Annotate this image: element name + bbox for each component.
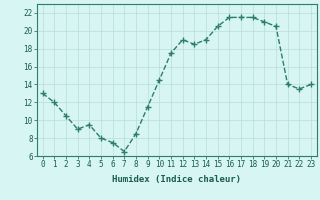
X-axis label: Humidex (Indice chaleur): Humidex (Indice chaleur)	[112, 175, 241, 184]
